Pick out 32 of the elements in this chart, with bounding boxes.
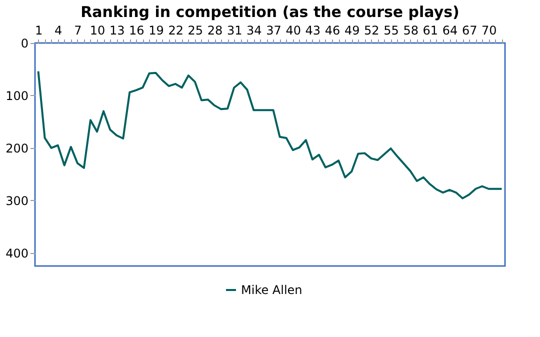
x-tick-label: 52 xyxy=(364,24,380,38)
x-tick-label: 40 xyxy=(286,24,301,38)
x-tick-label: 28 xyxy=(207,24,223,38)
x-tick-label: 43 xyxy=(305,24,321,38)
x-tick-label: 64 xyxy=(442,24,458,38)
x-tick-label: 31 xyxy=(226,24,242,38)
x-tick-label: 49 xyxy=(344,24,360,38)
x-tick-label: 58 xyxy=(403,24,418,38)
x-tick-label: 61 xyxy=(422,24,438,38)
legend-label: Mike Allen xyxy=(241,283,302,297)
y-tick-label: 400 xyxy=(6,246,28,260)
x-tick-label: 10 xyxy=(90,24,106,38)
x-tick-label: 7 xyxy=(74,24,82,38)
x-tick-label: 22 xyxy=(168,24,184,38)
x-tick-label: 16 xyxy=(129,24,144,38)
line-series xyxy=(37,70,503,200)
x-tick-label: 19 xyxy=(148,24,164,38)
x-tick-label: 34 xyxy=(246,24,262,38)
x-tick-label: 4 xyxy=(54,24,62,38)
x-tick-label: 1 xyxy=(34,24,43,38)
x-tick-label: 67 xyxy=(462,24,478,38)
x-tick-label: 70 xyxy=(482,24,497,38)
y-tick-label: 300 xyxy=(6,194,28,208)
y-tick-label: 0 xyxy=(20,36,28,50)
y-tick-label: 100 xyxy=(6,88,28,103)
x-tick-label: 46 xyxy=(324,24,340,38)
y-tick-label: 200 xyxy=(6,141,28,156)
x-tick-label: 55 xyxy=(384,24,399,38)
chart-title: Ranking in competition (as the course plays) xyxy=(80,3,460,21)
x-tick-label: 37 xyxy=(266,24,282,38)
x-tick-label: 13 xyxy=(109,24,125,38)
x-tick-label: 25 xyxy=(188,24,204,38)
